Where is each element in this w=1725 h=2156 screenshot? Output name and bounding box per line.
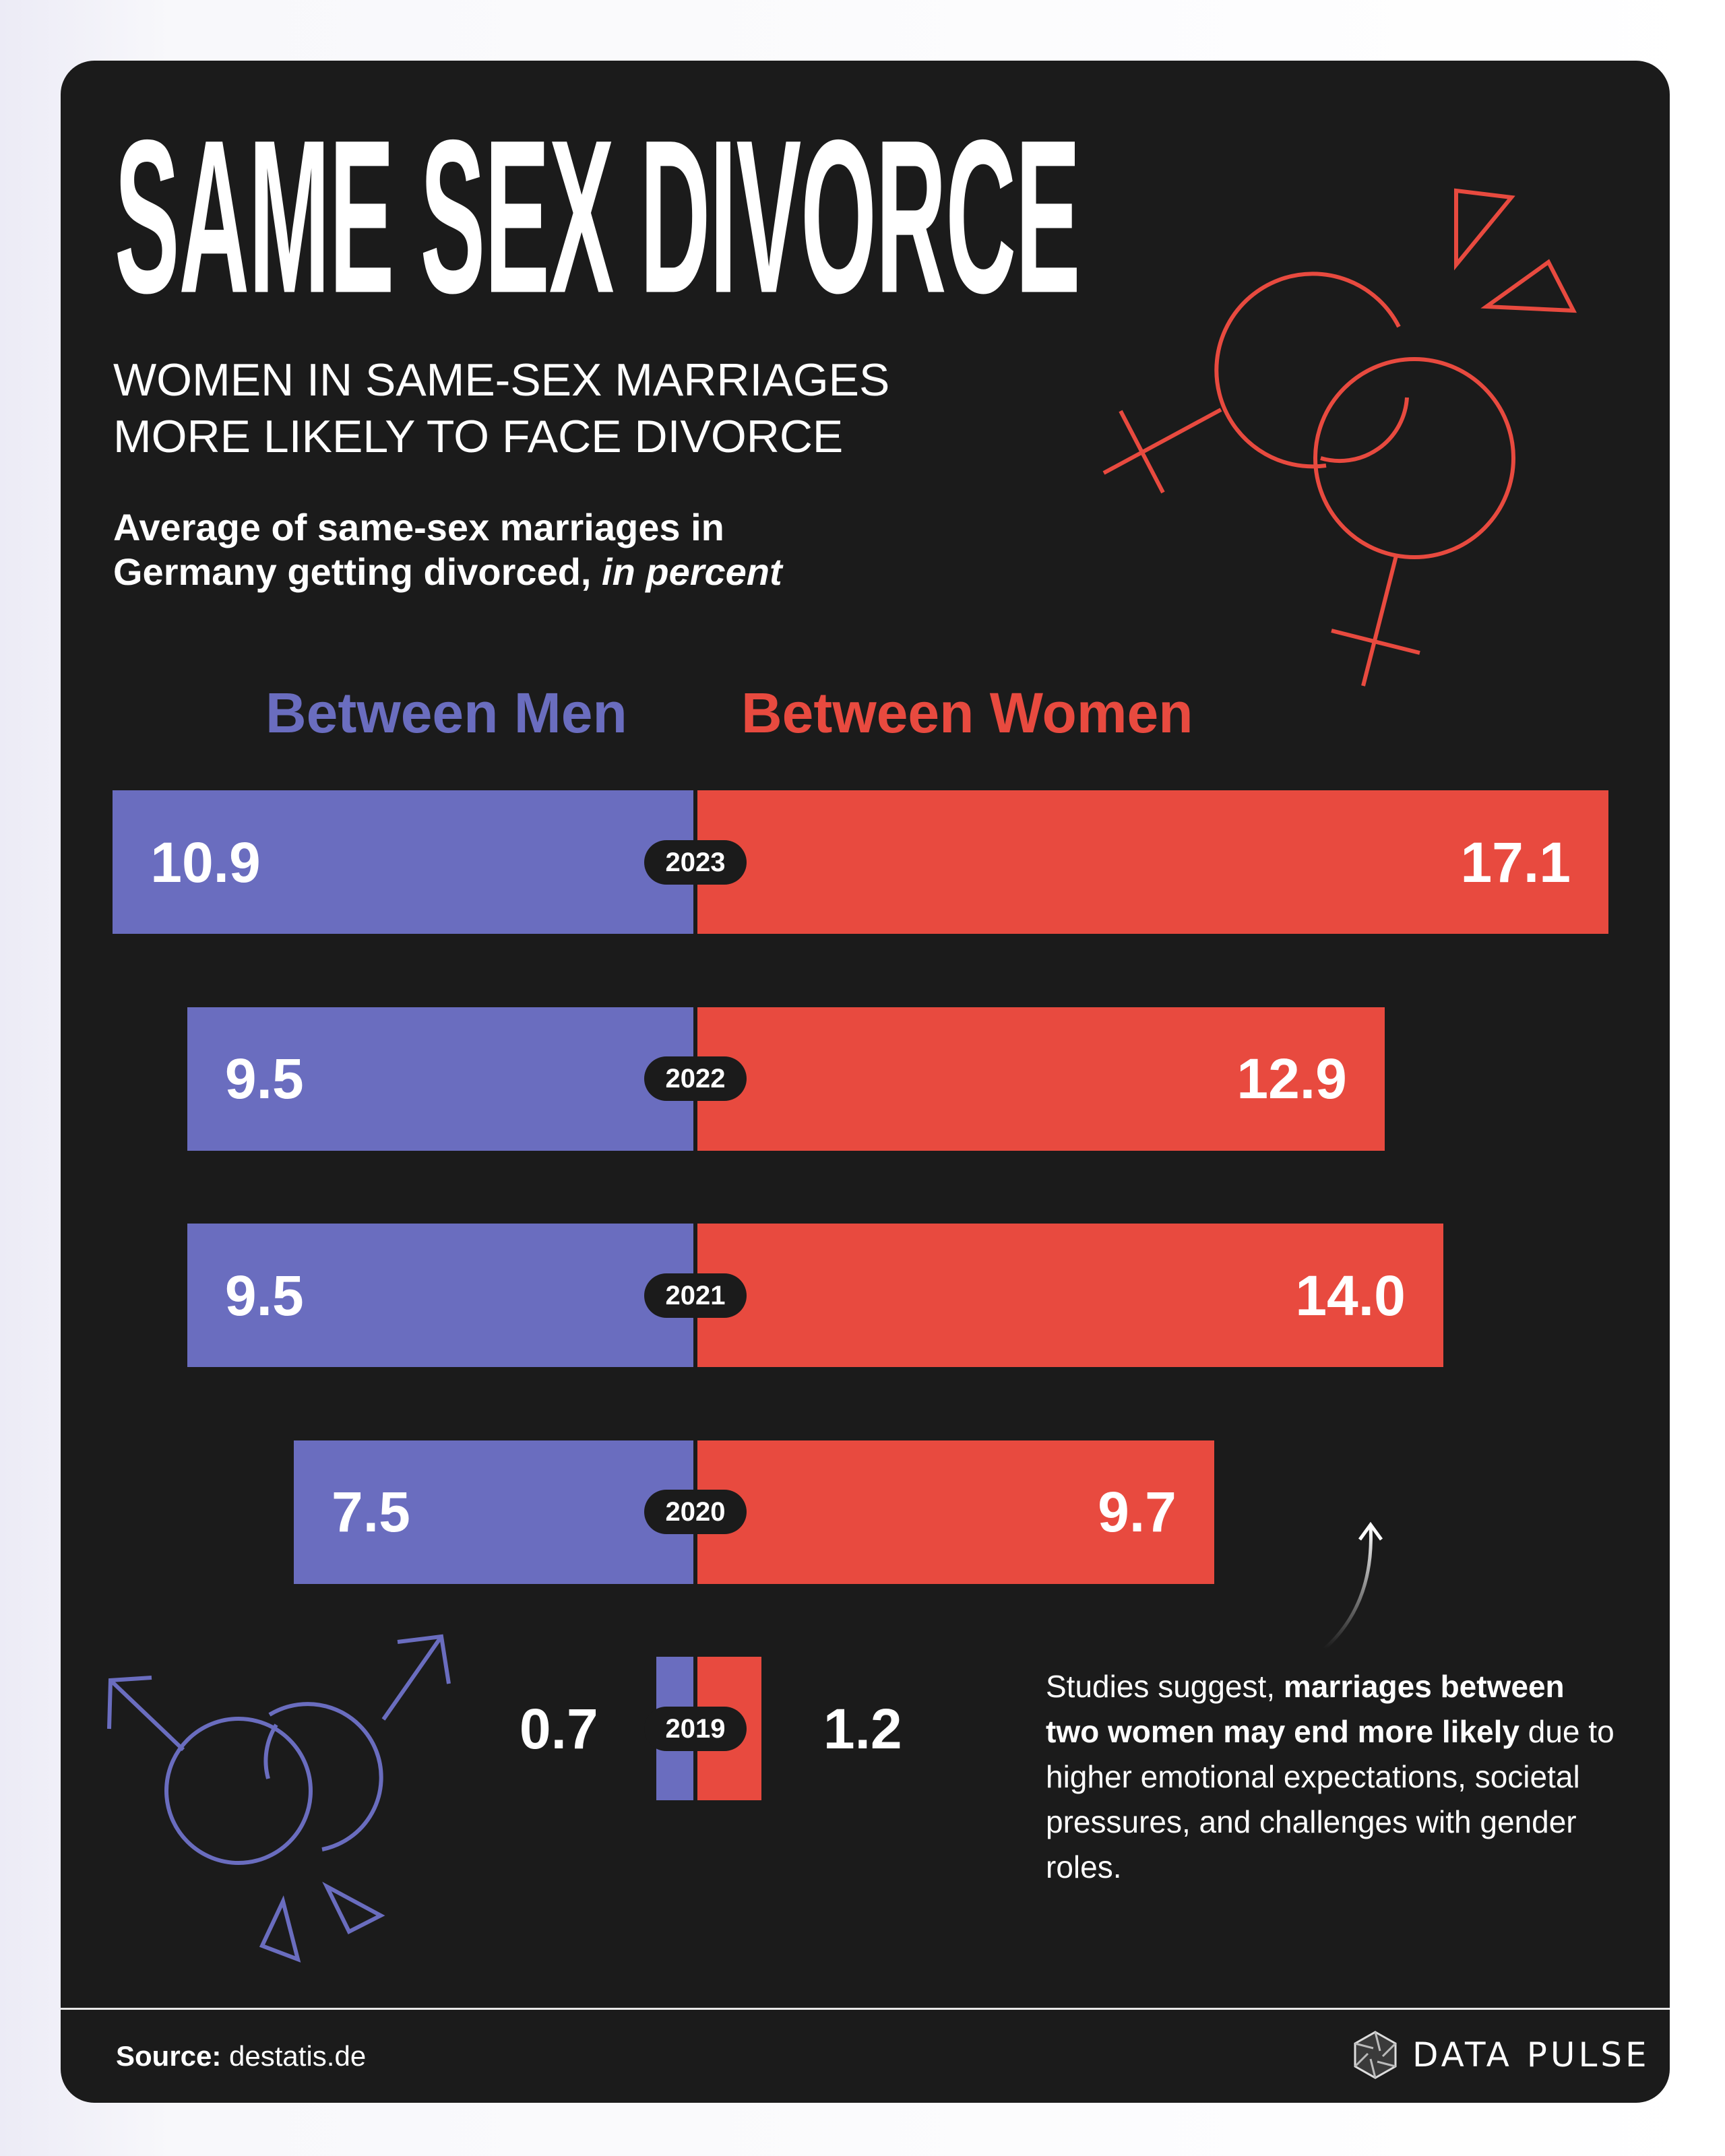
bar-men-2023 <box>113 790 693 934</box>
annotation-bold: marriages between two women may end more… <box>1046 1669 1565 1749</box>
annotation-arrow-icon <box>1323 1521 1383 1650</box>
description-plain: Germany getting divorced, <box>113 550 602 593</box>
year-label-2019: 2019 <box>644 1706 747 1751</box>
bar-men-2020 <box>294 1440 693 1584</box>
brand-logo: DATA PULSE <box>1353 2031 1650 2079</box>
source-label: Source: <box>116 2040 222 2072</box>
description-line-1: Average of same-sex marriages in <box>113 506 724 548</box>
bar-men-2021 <box>187 1224 693 1367</box>
value-women-2021: 14.0 <box>1295 1263 1406 1327</box>
bar-women-2020 <box>697 1440 1214 1584</box>
value-men-2019: 0.7 <box>519 1697 598 1761</box>
source-value: destatis.de <box>221 2040 367 2072</box>
annotation-part-1: Studies suggest, <box>1046 1669 1284 1704</box>
source: Source: destatis.de <box>116 2040 366 2072</box>
legend-between-men: Between Men <box>265 681 627 744</box>
value-men-2022: 9.5 <box>224 1047 304 1110</box>
brand-name: DATA PULSE <box>1412 2035 1650 2074</box>
legend-between-women: Between Women <box>741 681 1193 744</box>
description-line-2: Germany getting divorced, in percent <box>113 550 782 594</box>
year-label-2022: 2022 <box>644 1056 747 1101</box>
subtitle-line-1: WOMEN IN SAME-SEX MARRIAGES <box>113 354 890 406</box>
subtitle-line-2: MORE LIKELY TO FACE DIVORCE <box>113 411 844 462</box>
value-women-2019: 1.2 <box>823 1697 902 1761</box>
datapulse-logo-icon <box>1354 2031 1397 2079</box>
value-women-2022: 12.9 <box>1236 1047 1347 1110</box>
annotation-part-2: due to higher emotional expectations, so… <box>1046 1714 1614 1884</box>
value-women-2023: 17.1 <box>1460 830 1571 894</box>
infographic-card: SAME SEX DIVORCE WOMEN IN SAME-SEX MARRI… <box>61 61 1670 2103</box>
bar-chart: 10.9 17.1 2023 9.5 12.9 2022 9.5 14.0 2021 7.5 9.7… <box>61 61 1670 2103</box>
female-symbols-icon <box>1102 188 1577 687</box>
description-italic: in percent <box>602 550 782 593</box>
footer-divider <box>61 2008 1670 2010</box>
year-label-2023: 2023 <box>644 839 747 885</box>
value-women-2020: 9.7 <box>1098 1480 1177 1544</box>
year-label-2020: 2020 <box>644 1490 747 1534</box>
value-men-2023: 10.9 <box>150 830 261 894</box>
annotation-text: Studies suggest, marriages between two w… <box>1046 1664 1625 1890</box>
bar-men-2022 <box>187 1007 693 1151</box>
bar-women-2021 <box>697 1224 1443 1367</box>
year-label-2021: 2021 <box>644 1273 747 1318</box>
value-men-2020: 7.5 <box>332 1480 410 1544</box>
page-title: SAME SEX DIVORCE <box>115 94 1081 339</box>
bar-women-2023 <box>697 790 1608 934</box>
male-symbols-icon <box>107 1634 451 1963</box>
bar-women-2022 <box>697 1007 1385 1151</box>
decor-symbols <box>107 188 1577 1963</box>
value-men-2021: 9.5 <box>224 1263 304 1327</box>
